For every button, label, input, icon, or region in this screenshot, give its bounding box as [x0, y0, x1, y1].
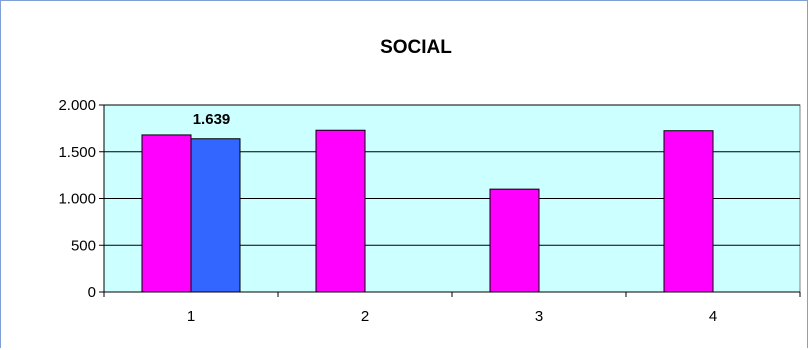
axes	[99, 104, 801, 297]
x-tick-labels: 1 2 3 4	[187, 308, 717, 325]
y-tick-label: 500	[71, 237, 96, 254]
chart-title: SOCIAL	[380, 37, 452, 58]
y-tick-label: 1.000	[58, 191, 96, 208]
y-tick-label: 0	[88, 284, 96, 301]
x-tick-label: 3	[535, 308, 543, 325]
bar	[190, 138, 241, 293]
y-tick-label: 1.500	[58, 144, 96, 161]
x-tick-label: 1	[187, 308, 195, 325]
data-label: 1.639	[193, 111, 231, 128]
bar	[141, 134, 192, 293]
data-labels: 1.639	[193, 111, 231, 128]
bar	[315, 129, 366, 293]
x-tick-label: 2	[361, 308, 369, 325]
bar	[663, 130, 714, 293]
y-tick-labels: 0 500 1.000 1.500 2.000	[58, 97, 96, 301]
y-tick-label: 2.000	[58, 97, 96, 114]
bar	[489, 188, 540, 293]
x-tick-label: 4	[709, 308, 717, 325]
